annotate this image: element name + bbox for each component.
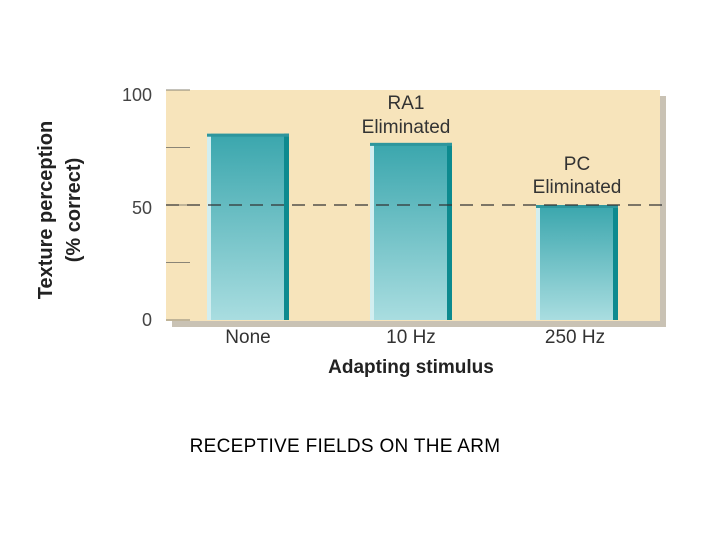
slide-caption: RECEPTIVE FIELDS ON THE ARM bbox=[189, 436, 501, 457]
y-axis-label-line1: Texture perception bbox=[35, 121, 57, 300]
y-tick-0: 0 bbox=[142, 310, 152, 330]
bar-edge-2 bbox=[613, 205, 618, 320]
bar-cap-1 bbox=[370, 142, 452, 146]
bar-10hz bbox=[370, 142, 452, 320]
bar-cap-0 bbox=[207, 133, 289, 137]
bar-highlight-1 bbox=[370, 142, 374, 320]
annotation-pc-line2: Eliminated bbox=[533, 177, 622, 198]
x-tick-none: None bbox=[225, 327, 270, 348]
annotation-ra1-line2: Eliminated bbox=[362, 117, 451, 138]
bar-edge-1 bbox=[447, 142, 452, 320]
x-tick-10hz: 10 Hz bbox=[386, 327, 436, 348]
annotation-ra1-line1: RA1 bbox=[388, 93, 425, 114]
y-tick-100: 100 bbox=[122, 85, 152, 105]
bar-highlight-0 bbox=[207, 133, 211, 320]
y-tick-50: 50 bbox=[132, 198, 152, 218]
x-tick-250hz: 250 Hz bbox=[545, 327, 605, 348]
x-axis-label: Adapting stimulus bbox=[328, 357, 494, 378]
annotation-pc-line1: PC bbox=[564, 154, 590, 175]
bars bbox=[207, 133, 618, 320]
bar-none bbox=[207, 133, 289, 320]
bar-highlight-2 bbox=[536, 205, 540, 320]
bar-250hz bbox=[536, 205, 618, 320]
y-axis-label-line2: (% correct) bbox=[63, 158, 85, 262]
bar-cap-2 bbox=[536, 205, 618, 208]
bar-edge-0 bbox=[284, 133, 289, 320]
